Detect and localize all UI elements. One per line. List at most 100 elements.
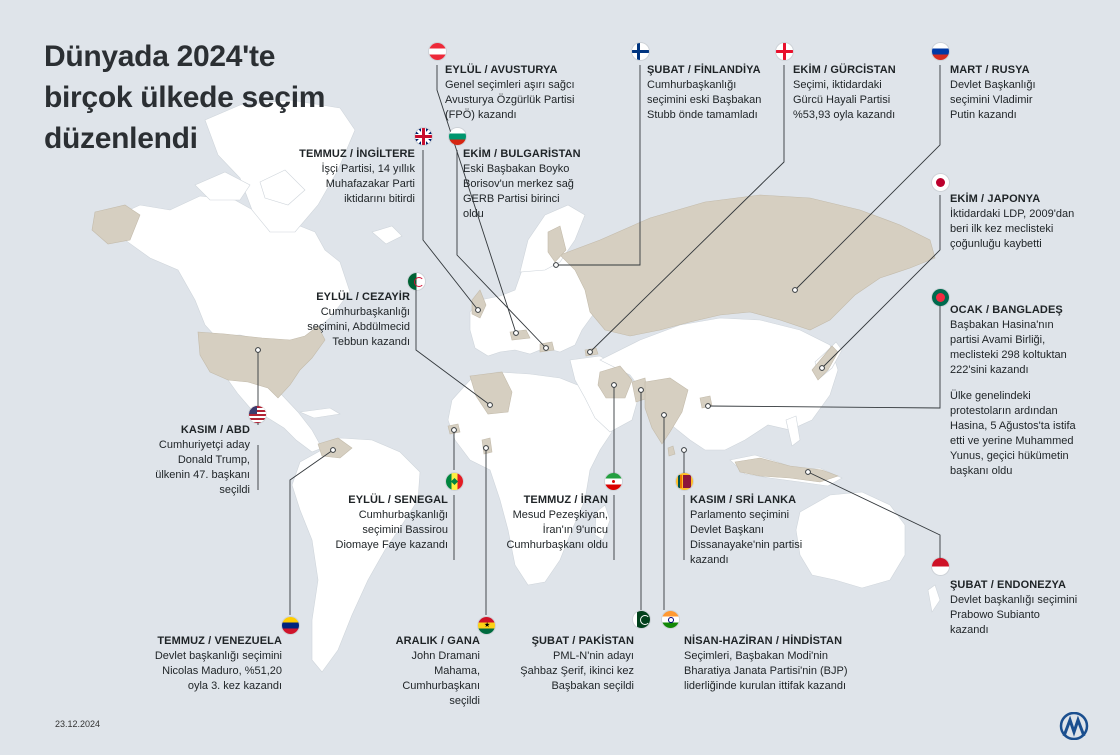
finland-shape	[547, 225, 567, 263]
senegal-flag-icon	[446, 473, 463, 490]
austria-shape	[509, 329, 531, 341]
label-body: Devlet Başkanlığı seçimini Vladimir Puti…	[950, 79, 1036, 121]
iran-shape	[597, 365, 633, 399]
venezuela-leader	[289, 449, 334, 615]
label-heading: EYLÜL / CEZAYİR	[316, 291, 410, 303]
label-body: İşçi Partisi, 14 yıllık Muhafazakar Part…	[321, 163, 415, 205]
georgia-flag-icon	[776, 43, 793, 60]
label-body: Genel seçimleri aşırı sağcı Avusturya Öz…	[445, 79, 575, 121]
uk-flag-icon	[415, 128, 432, 145]
algeria-shape	[469, 371, 513, 415]
label-body: İktidardaki LDP, 2009'dan beri ilk kez m…	[950, 208, 1075, 250]
leader-dots	[255, 262, 825, 475]
algeria-leader	[415, 290, 491, 406]
austria-leader	[436, 65, 517, 334]
label-body: Seçimi, iktidardaki Gürcü Hayali Partisi…	[793, 79, 896, 121]
bangladesh-leader	[707, 305, 941, 409]
label-heading: TEMMUZ / VENEZUELA	[157, 635, 282, 647]
label-heading: MART / RUSYA	[950, 64, 1030, 76]
georgia-leader	[589, 65, 785, 353]
label-heading: OCAK / BANGLADEŞ	[950, 304, 1063, 316]
label-algeria: EYLÜL / CEZAYİR Cumhurbaşkanlığı seçimin…	[294, 290, 410, 350]
title-line-3: düzenlendi	[44, 122, 198, 155]
label-russia: MART / RUSYA Devlet Başkanlığı seçimini …	[950, 63, 1060, 123]
label-heading: TEMMUZ / İRAN	[523, 494, 608, 506]
label-body: Başbakan Hasina'nın partisi Avami Birliğ…	[950, 319, 1067, 376]
algeria-flag-icon	[408, 273, 425, 290]
russia-flag-icon	[932, 43, 949, 60]
label-body-extra: Ülke genelindeki protestoların ardından …	[950, 390, 1076, 477]
label-uk: TEMMUZ / İNGİLTERE İşçi Partisi, 14 yıll…	[292, 147, 415, 207]
label-heading: ŞUBAT / ENDONEZYA	[950, 579, 1066, 591]
label-body: John Dramani Mahama, Cumhurbaşkanı seçil…	[402, 650, 480, 707]
india-shape	[644, 377, 689, 445]
label-pakistan: ŞUBAT / PAKİSTAN PML-N'nin adayı Şahbaz …	[520, 634, 634, 694]
label-body: Mesud Pezeşkiyan, İran'ın 9'uncu Cumhurb…	[506, 509, 608, 551]
publication-date: 23.12.2024	[55, 719, 101, 729]
alaska-shape	[91, 204, 141, 245]
label-georgia: EKİM / GÜRCİSTAN Seçimi, iktidardaki Gür…	[793, 63, 911, 123]
highlighted-countries	[91, 194, 936, 483]
label-body: Cumhurbaşkanlığı seçimini Bassirou Dioma…	[335, 509, 449, 551]
label-body: Parlamento seçimini Devlet Başkanı Dissa…	[690, 509, 803, 566]
label-finland: ŞUBAT / FİNLANDİYA Cumhurbaşkanlığı seçi…	[647, 63, 765, 123]
japan-leader	[821, 195, 941, 369]
label-heading: TEMMUZ / İNGİLTERE	[299, 148, 415, 160]
finland-flag-icon	[632, 43, 649, 60]
finland-leader	[556, 65, 641, 266]
sri-lanka-shape	[667, 445, 676, 457]
label-body: Cumhurbaşkanlığı seçimini eski Başbakan …	[647, 79, 762, 121]
label-body: Eski Başbakan Boyko Borisov'un merkez sa…	[463, 163, 574, 220]
uk-leader	[422, 150, 479, 311]
label-bangladesh: OCAK / BANGLADEŞ Başbakan Hasina'nın par…	[950, 303, 1078, 479]
indonesia-shape	[734, 457, 839, 483]
label-ghana: ARALIK / GANA John Dramani Mahama, Cumhu…	[370, 634, 480, 709]
label-heading: ARALIK / GANA	[395, 635, 480, 647]
label-heading: EKİM / BULGARİSTAN	[463, 148, 581, 160]
label-senegal: EYLÜL / SENEGAL Cumhurbaşkanlığı seçimin…	[332, 493, 449, 553]
title-line-1: Dünyada 2024'te	[44, 40, 276, 73]
label-india: NİSAN-HAZİRAN / HİNDİSTAN Seçimleri, Baş…	[684, 634, 872, 694]
label-body: PML-N'nin adayı Şahbaz Şerif, ikinci kez…	[520, 650, 634, 692]
venezuela-flag-icon	[282, 617, 299, 634]
page-title: Dünyada 2024'te birçok ülkede seçim düze…	[44, 36, 325, 159]
label-body: Cumhurbaşkanlığı seçimini, Abdülmecid Te…	[307, 306, 410, 348]
label-sri-lanka: KASIM / SRİ LANKA Parlamento seçimini De…	[690, 493, 808, 568]
japan-flag-icon	[932, 174, 949, 191]
bulgaria-leader	[456, 150, 547, 349]
bangladesh-flag-icon	[932, 289, 949, 306]
label-iran: TEMMUZ / İRAN Mesud Pezeşkiyan, İran'ın …	[494, 493, 608, 553]
title-line-2: birçok ülkede seçim	[44, 81, 326, 114]
label-indonesia: ŞUBAT / ENDONEZYA Devlet başkanlığı seçi…	[950, 578, 1078, 638]
aa-logo-icon: AA	[1059, 711, 1089, 741]
label-heading: EKİM / JAPONYA	[950, 193, 1041, 205]
label-heading: ŞUBAT / PAKİSTAN	[531, 635, 634, 647]
label-body: Cumhuriyetçi aday Donald Trump, ülkenin …	[155, 439, 250, 496]
austria-flag-icon	[429, 43, 446, 60]
label-body: Devlet başkanlığı seçimini Nicolas Madur…	[154, 650, 282, 692]
indonesia-flag-icon	[932, 558, 949, 575]
label-heading: EKİM / GÜRCİSTAN	[793, 64, 896, 76]
iran-flag-icon	[605, 473, 622, 490]
label-usa: KASIM / ABD Cumhuriyetçi aday Donald Tru…	[140, 423, 250, 498]
world-landmass	[117, 99, 941, 673]
label-heading: NİSAN-HAZİRAN / HİNDİSTAN	[684, 635, 843, 647]
russia-leader	[794, 65, 941, 291]
india-flag-icon	[662, 611, 679, 628]
label-heading: EYLÜL / AVUSTURYA	[445, 64, 558, 76]
sri-lanka-flag-icon	[676, 473, 693, 490]
ghana-flag-icon: ★	[478, 617, 495, 634]
bulgaria-flag-icon	[449, 128, 466, 145]
label-heading: KASIM / SRİ LANKA	[690, 494, 797, 506]
label-body: Seçimleri, Başbakan Modi'nin Bharatiya J…	[684, 650, 848, 692]
label-heading: ŞUBAT / FİNLANDİYA	[647, 64, 761, 76]
usa-flag-icon	[249, 406, 266, 423]
label-austria: EYLÜL / AVUSTURYA Genel seçimleri aşırı …	[445, 63, 605, 123]
label-japan: EKİM / JAPONYA İktidardaki LDP, 2009'dan…	[950, 192, 1078, 252]
label-heading: EYLÜL / SENEGAL	[348, 494, 448, 506]
label-venezuela: TEMMUZ / VENEZUELA Devlet başkanlığı seç…	[150, 634, 282, 694]
label-body: Devlet başkanlığı seçimini Prabowo Subia…	[950, 594, 1078, 636]
pakistan-flag-icon	[633, 611, 650, 628]
